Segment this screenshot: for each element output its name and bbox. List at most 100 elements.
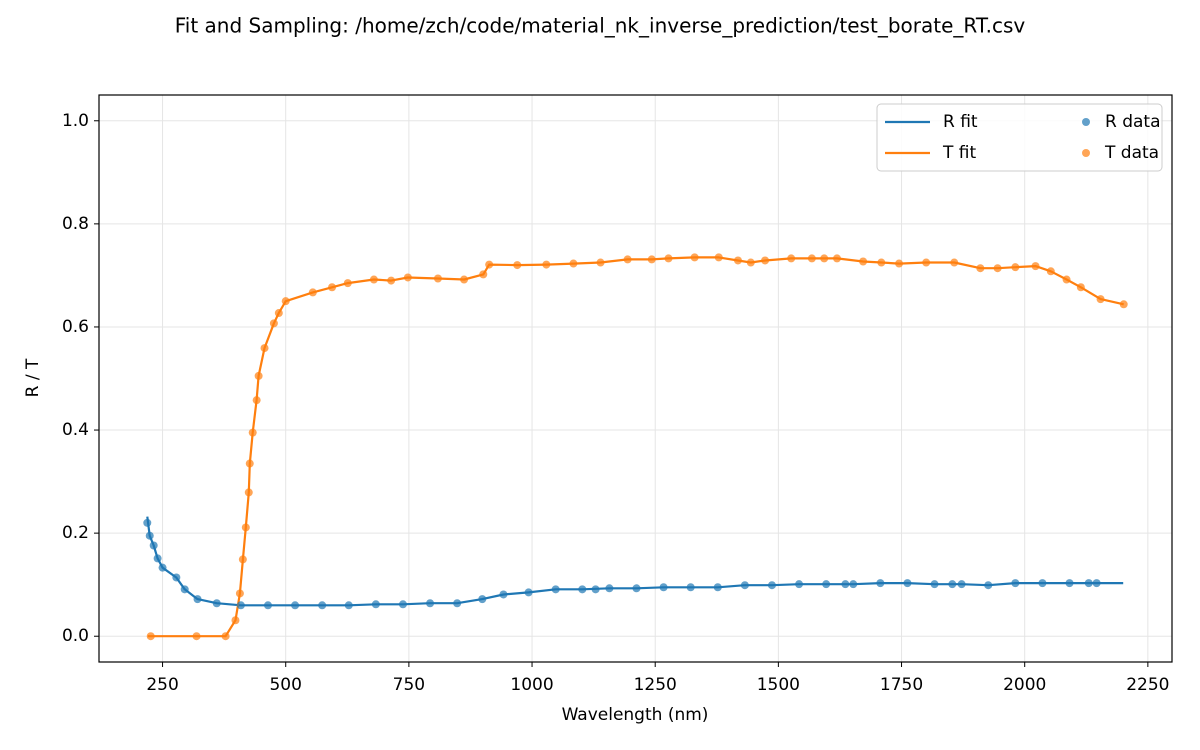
point xyxy=(318,601,327,610)
point xyxy=(948,580,957,589)
point xyxy=(569,259,578,268)
x-tick-label: 2000 xyxy=(1003,675,1046,695)
point xyxy=(822,580,831,589)
point xyxy=(859,257,868,266)
point xyxy=(158,563,167,572)
point xyxy=(1011,579,1020,588)
x-tick-label: 500 xyxy=(269,675,301,695)
point xyxy=(479,270,488,279)
point xyxy=(591,585,600,594)
point xyxy=(761,256,770,265)
legend-label: T fit xyxy=(942,143,976,163)
point xyxy=(950,258,959,267)
legend-box xyxy=(876,103,1163,172)
point xyxy=(903,579,912,588)
point xyxy=(1062,275,1071,284)
point xyxy=(895,259,904,268)
x-tick-label: 1500 xyxy=(757,675,800,695)
point xyxy=(795,580,804,589)
point xyxy=(1084,579,1093,588)
point xyxy=(433,274,442,283)
point xyxy=(623,255,632,264)
point xyxy=(244,488,253,497)
point xyxy=(596,258,605,267)
point xyxy=(605,584,614,593)
point xyxy=(192,632,201,641)
point xyxy=(344,601,353,610)
point xyxy=(398,600,407,609)
point xyxy=(260,344,269,353)
point xyxy=(236,601,245,610)
point xyxy=(245,459,254,468)
point xyxy=(269,319,278,328)
point xyxy=(146,632,155,641)
point xyxy=(647,255,656,264)
point xyxy=(746,258,755,267)
point xyxy=(787,254,796,263)
point xyxy=(221,632,230,641)
point xyxy=(426,599,435,608)
point xyxy=(984,581,993,590)
x-tick-label: 1000 xyxy=(510,675,553,695)
point xyxy=(241,523,250,532)
point xyxy=(1119,300,1128,309)
point xyxy=(371,600,380,609)
legend-label: T data xyxy=(1104,143,1159,163)
point xyxy=(1031,262,1040,271)
point xyxy=(832,254,841,263)
y-tick-label: 0.8 xyxy=(62,214,89,234)
point xyxy=(957,580,966,589)
point xyxy=(930,580,939,589)
point xyxy=(632,584,641,593)
point xyxy=(308,288,317,297)
point xyxy=(485,260,494,269)
point xyxy=(231,616,240,625)
point xyxy=(403,273,412,282)
point xyxy=(1096,295,1105,304)
point xyxy=(453,599,462,608)
point xyxy=(849,580,858,589)
point xyxy=(263,601,272,610)
x-tick-label: 2250 xyxy=(1126,675,1169,695)
point xyxy=(740,581,749,590)
point xyxy=(143,518,152,527)
x-axis-label: Wavelength (nm) xyxy=(562,705,709,725)
y-tick-label: 0.4 xyxy=(62,420,89,440)
point xyxy=(149,541,158,550)
y-tick-label: 0.2 xyxy=(62,523,89,543)
legend-label: R data xyxy=(1105,112,1161,132)
x-tick-label: 1250 xyxy=(634,675,677,695)
point xyxy=(343,279,352,288)
y-tick-label: 0.0 xyxy=(62,626,89,646)
point xyxy=(1092,579,1101,588)
legend-label: R fit xyxy=(943,112,978,132)
point xyxy=(252,396,261,405)
point xyxy=(145,531,154,540)
point xyxy=(659,583,668,592)
y-axis-label: R / T xyxy=(23,358,43,397)
point xyxy=(976,264,985,273)
point xyxy=(172,573,181,582)
point xyxy=(274,309,283,318)
point xyxy=(733,256,742,265)
point xyxy=(877,258,886,267)
point xyxy=(551,585,560,594)
line xyxy=(147,256,1124,638)
point xyxy=(291,601,300,610)
point xyxy=(1076,283,1085,292)
point xyxy=(499,590,508,599)
point xyxy=(478,595,487,604)
x-tick-label: 1750 xyxy=(880,675,923,695)
point xyxy=(212,599,221,608)
y-tick-label: 0.6 xyxy=(62,317,89,337)
point xyxy=(180,585,189,594)
point xyxy=(387,276,396,285)
point xyxy=(922,258,931,267)
point xyxy=(807,254,816,263)
point xyxy=(664,254,673,263)
point xyxy=(1011,263,1020,272)
point xyxy=(767,581,776,590)
point xyxy=(713,583,722,592)
plot-frame xyxy=(98,94,1173,663)
point xyxy=(1065,579,1074,588)
